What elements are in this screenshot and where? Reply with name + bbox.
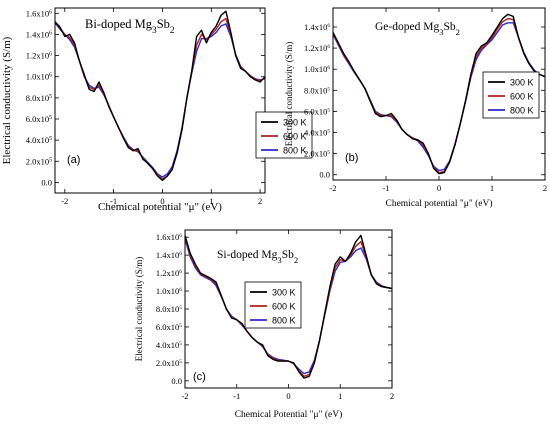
x-tick-label: -1 xyxy=(382,183,389,193)
y-tick-label: 1.2x106 xyxy=(304,43,330,53)
panel-letter: (a) xyxy=(67,154,80,166)
y-axis-label: Electrical conductivity (S/m) xyxy=(284,42,294,146)
y-tick-label: 2.0x105 xyxy=(156,358,182,368)
y-tick-label: 1.6x106 xyxy=(156,232,182,242)
legend: 300 K 600 K 800 K xyxy=(255,111,313,159)
legend-label: 300 K xyxy=(272,288,296,298)
y-tick-label: 1.0x106 xyxy=(26,72,52,82)
legend-label: 600 K xyxy=(283,132,307,142)
y-tick-label: 1.0x106 xyxy=(304,64,330,74)
x-tick-label: -1 xyxy=(110,196,117,206)
y-tick-label: 0.0 xyxy=(171,376,182,386)
y-tick-label: 0.0 xyxy=(41,177,52,187)
legend-label: 800 K xyxy=(272,316,296,326)
y-tick-label: 8.0x105 xyxy=(304,85,330,95)
panel-b: -2 -1 0 1 2 0.0 2.0x105 4.0x105 6.0x105 8.0x105 1.… xyxy=(284,7,547,209)
x-tick-label: 0 xyxy=(160,196,164,206)
y-tick-label: 8.0x105 xyxy=(156,304,182,314)
x-tick-label: -1 xyxy=(233,391,240,401)
x-tick-label: 0 xyxy=(437,183,441,193)
x-tick-label: -2 xyxy=(181,391,188,401)
legend-label: 800 K xyxy=(510,106,534,116)
series-line-300k xyxy=(185,234,392,379)
x-tick-label: 1 xyxy=(338,391,342,401)
legend-label: 300 K xyxy=(283,118,307,128)
series-line-800k xyxy=(55,22,265,178)
series-group xyxy=(333,13,545,175)
y-tick-label: 1.6x106 xyxy=(26,8,52,18)
x-tick-label: 1 xyxy=(490,183,494,193)
y-tick-label: 4.0x105 xyxy=(156,340,182,350)
y-tick-label: 6.0x105 xyxy=(304,106,330,116)
x-tick-label: -2 xyxy=(61,196,68,206)
chart-title: Bi-doped Mg3Sb2 xyxy=(85,17,175,36)
y-axis-label: Electrical conductivity (S/m) xyxy=(134,257,144,361)
y-tick-label: 4.0x105 xyxy=(26,135,52,145)
series-group xyxy=(55,10,265,181)
y-tick-label: 6.0x105 xyxy=(156,322,182,332)
x-axis-label: Chemical potential "μ" (eV) xyxy=(385,198,492,209)
y-axis-label: Electrical conductivity (S/m) xyxy=(1,36,13,164)
x-tick-label: 2 xyxy=(258,196,262,206)
y-tick-label: 1.2x106 xyxy=(26,51,52,61)
series-group xyxy=(185,234,392,379)
panel-letter: (c) xyxy=(193,371,206,383)
x-tick-label: -2 xyxy=(329,183,336,193)
chart-title: Ge-doped Mg3Sb2 xyxy=(375,21,460,37)
panel-c: -2 -1 0 1 2 0.0 2.0x105 4.0x105 6.0x105 8.0x105 1.… xyxy=(134,229,394,420)
y-tick-label: 1.0x106 xyxy=(156,286,182,296)
x-axis-label: Chemical Potential "μ" (eV) xyxy=(235,409,343,420)
plot-frame xyxy=(54,7,266,194)
legend-label: 600 K xyxy=(510,92,534,102)
legend-label: 300 K xyxy=(510,78,534,88)
legend: 300 K 600 K 800 K xyxy=(244,281,302,329)
x-tick-label: 2 xyxy=(390,391,394,401)
series-line-300k xyxy=(55,10,265,181)
legend: 300 K 600 K 800 K xyxy=(482,71,540,119)
y-tick-label: 2.0x105 xyxy=(304,149,330,159)
y-tick-label: 6.0x105 xyxy=(26,114,52,124)
panel-a: -2 -1 0 1 2 0.0 2.0x105 4.0x105 6.0x105 8.0x105 1.… xyxy=(1,7,313,213)
legend-label: 800 K xyxy=(283,146,307,156)
x-tick-label: 2 xyxy=(543,183,547,193)
y-tick-label: 1.4x106 xyxy=(26,29,52,39)
y-tick-label: 2.0x105 xyxy=(26,156,52,166)
y-tick-label: 0.0 xyxy=(319,170,330,180)
y-tick-label: 4.0x105 xyxy=(304,128,330,138)
y-tick-label: 1.2x106 xyxy=(156,268,182,278)
y-tick-label: 1.4x106 xyxy=(156,250,182,260)
legend-label: 600 K xyxy=(272,302,296,312)
y-tick-label: 8.0x105 xyxy=(26,93,52,103)
x-tick-label: 0 xyxy=(286,391,290,401)
series-line-300k xyxy=(333,13,545,175)
x-tick-label: 1 xyxy=(209,196,213,206)
chart-title: Si-doped Mg3Sb2 xyxy=(217,249,298,265)
panel-letter: (b) xyxy=(345,152,358,164)
x-axis-label: Chemical potential "μ" (eV) xyxy=(98,201,222,213)
y-tick-label: 1.4x106 xyxy=(304,22,330,32)
